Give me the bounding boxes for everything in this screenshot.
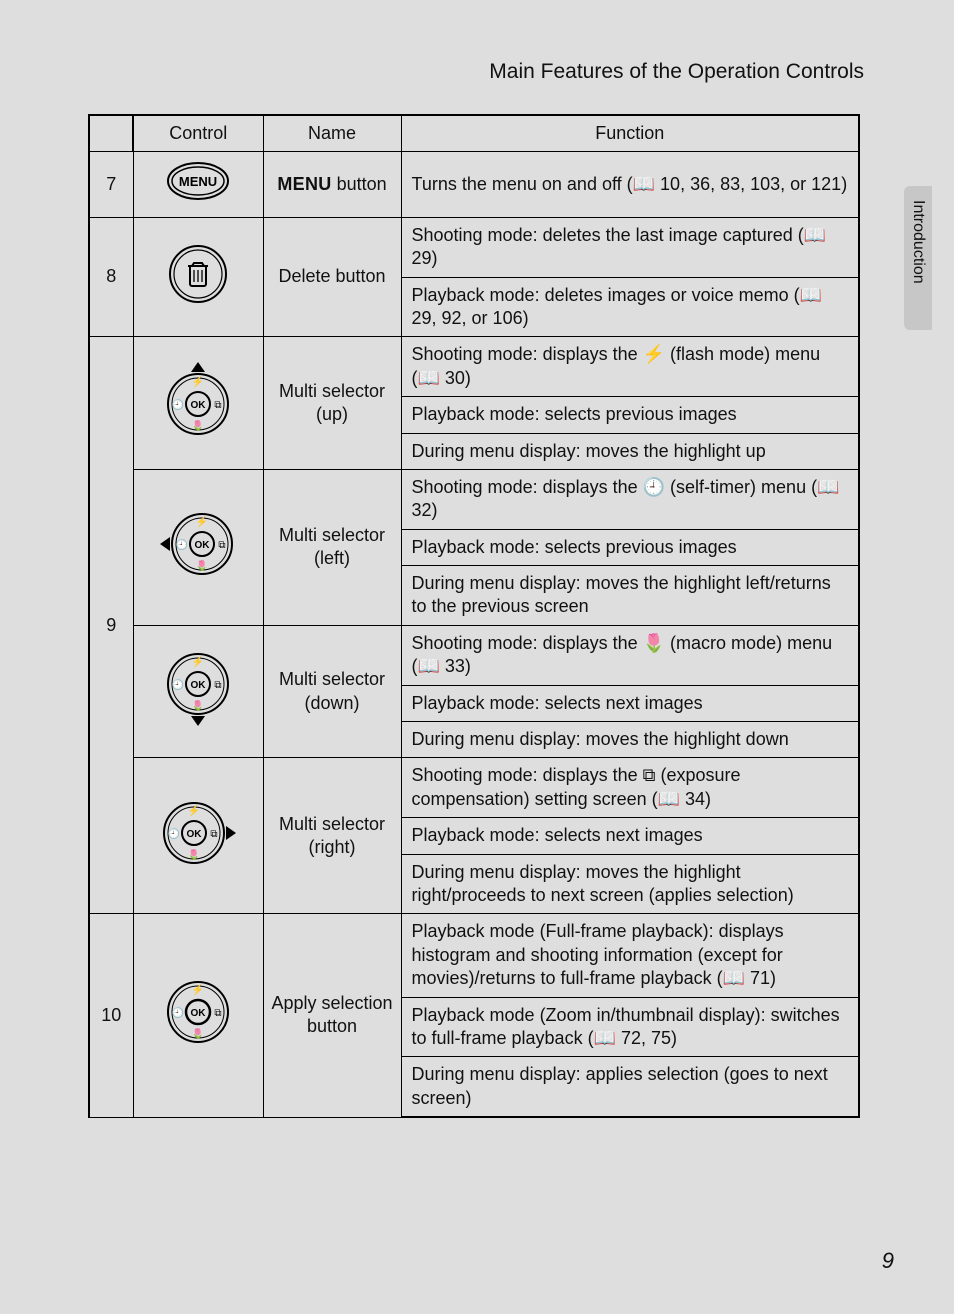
svg-text:🕘: 🕘 [172,678,184,691]
control-multiselector-up-icon: OK ⚡ 🌷 🕘 ⧉ [133,337,263,470]
name-apply: Apply selection button [263,914,401,1117]
header-control: Control [133,115,263,152]
control-menu-button-icon: MENU [133,152,263,217]
fn-ms-left-3: During menu display: moves the highlight… [401,566,859,626]
header-name: Name [263,115,401,152]
apply-selection-button-icon: OK ⚡ 🌷 🕘 ⧉ [159,973,237,1051]
header-blank [89,115,133,152]
svg-text:⚡: ⚡ [196,515,208,528]
row-menu: 7 MENU MENU button Turns the menu on and… [89,152,859,217]
fn-apply-2: Playback mode (Zoom in/thumbnail display… [401,997,859,1057]
row-number: 7 [89,152,133,217]
multi-selector-down-icon: OK ⚡ 🌷 🕘 ⧉ [159,649,237,727]
svg-text:⚡: ⚡ [188,804,200,817]
row-ms-down-1: OK ⚡ 🌷 🕘 ⧉ Multi selector (down) Shootin… [89,625,859,685]
fn-ms-left-2: Playback mode: selects previous images [401,529,859,565]
svg-text:OK: OK [191,680,207,691]
row-ms-up-1: 9 OK ⚡ 🌷 🕘 ⧉ Multi selector (up) Shootin… [89,337,859,397]
control-multiselector-left-icon: OK ⚡ 🌷 🕘 ⧉ [133,469,263,625]
fn-delete-shoot: Shooting mode: deletes the last image ca… [401,217,859,277]
fn-ms-up-2: Playback mode: selects previous images [401,397,859,433]
control-apply-selection-icon: OK ⚡ 🌷 🕘 ⧉ [133,914,263,1117]
name-delete: Delete button [263,217,401,337]
svg-text:⚡: ⚡ [192,375,204,388]
control-multiselector-down-icon: OK ⚡ 🌷 🕘 ⧉ [133,625,263,758]
fn-ms-right-1: Shooting mode: displays the ⧉ (exposure … [401,758,859,818]
row-number: 8 [89,217,133,337]
fn-ms-down-1: Shooting mode: displays the 🌷 (macro mod… [401,625,859,685]
row-delete-1: 8 Delete button Shooting mode: deletes t… [89,217,859,277]
row-apply-1: 10 OK ⚡ 🌷 🕘 ⧉ Apply selection button Pla… [89,914,859,997]
svg-text:⧉: ⧉ [214,680,221,691]
svg-text:⧉: ⧉ [214,400,221,411]
row-ms-right-1: OK ⚡ 🌷 🕘 ⧉ Multi selector (right) Shooti… [89,758,859,818]
row-number: 9 [89,337,133,914]
svg-text:🕘: 🕘 [172,1006,184,1019]
fn-ms-right-3: During menu display: moves the highlight… [401,854,859,914]
multi-selector-up-icon: OK ⚡ 🌷 🕘 ⧉ [159,361,237,439]
multi-selector-right-icon: OK ⚡ 🌷 🕘 ⧉ [159,794,237,872]
fn-ms-up-3: During menu display: moves the highlight… [401,433,859,469]
svg-text:⧉: ⧉ [210,829,217,840]
name-ms-down: Multi selector (down) [263,625,401,758]
fn-apply-1: Playback mode (Full-frame playback): dis… [401,914,859,997]
svg-text:OK: OK [195,540,211,551]
svg-text:🌷: 🌷 [192,699,204,712]
name-ms-left: Multi selector (left) [263,469,401,625]
page-number: 9 [882,1248,894,1274]
fn-delete-play: Playback mode: deletes images or voice m… [401,277,859,337]
multi-selector-left-icon: OK ⚡ 🌷 🕘 ⧉ [159,505,237,583]
fn-ms-left-1: Shooting mode: displays the 🕘 (self-time… [401,469,859,529]
row-ms-left-1: OK ⚡ 🌷 🕘 ⧉ Multi selector (left) Shootin… [89,469,859,529]
controls-table: Control Name Function 7 MENU MENU button… [88,114,860,1118]
menu-label-bold: MENU [277,174,331,194]
svg-text:OK: OK [191,1008,207,1019]
table-header-row: Control Name Function [89,115,859,152]
header-function: Function [401,115,859,152]
fn-ms-right-2: Playback mode: selects next images [401,818,859,854]
manual-page: Main Features of the Operation Controls … [0,0,954,1314]
name-ms-right: Multi selector (right) [263,758,401,914]
svg-text:🕘: 🕘 [176,538,188,551]
svg-text:🕘: 🕘 [172,398,184,411]
svg-text:⚡: ⚡ [192,983,204,996]
row-number: 10 [89,914,133,1117]
name-ms-up: Multi selector (up) [263,337,401,470]
fn-ms-up-1: Shooting mode: displays the ⚡ (flash mod… [401,337,859,397]
fn-apply-3: During menu display: applies selection (… [401,1057,859,1117]
menu-button-icon: MENU [165,158,231,204]
chapter-side-tab: Introduction [904,186,932,330]
svg-text:⧉: ⧉ [214,1008,221,1019]
svg-text:OK: OK [191,400,207,411]
name-menu: MENU button [263,152,401,217]
svg-text:🌷: 🌷 [192,1027,204,1040]
control-delete-button-icon [133,217,263,337]
fn-ms-down-2: Playback mode: selects next images [401,685,859,721]
control-multiselector-right-icon: OK ⚡ 🌷 🕘 ⧉ [133,758,263,914]
fn-menu: Turns the menu on and off (📖 10, 36, 83,… [401,152,859,217]
svg-text:🕘: 🕘 [168,827,180,840]
fn-ms-down-3: During menu display: moves the highlight… [401,722,859,758]
svg-text:OK: OK [187,829,203,840]
delete-button-icon [165,241,231,307]
svg-text:🌷: 🌷 [192,419,204,432]
chapter-tab-label: Introduction [909,200,927,284]
section-title: Main Features of the Operation Controls [88,60,884,84]
svg-text:🌷: 🌷 [188,848,200,861]
svg-text:MENU: MENU [179,174,217,189]
svg-text:⧉: ⧉ [218,540,225,551]
svg-text:🌷: 🌷 [196,559,208,572]
menu-label-rest: button [332,174,387,194]
svg-text:⚡: ⚡ [192,655,204,668]
